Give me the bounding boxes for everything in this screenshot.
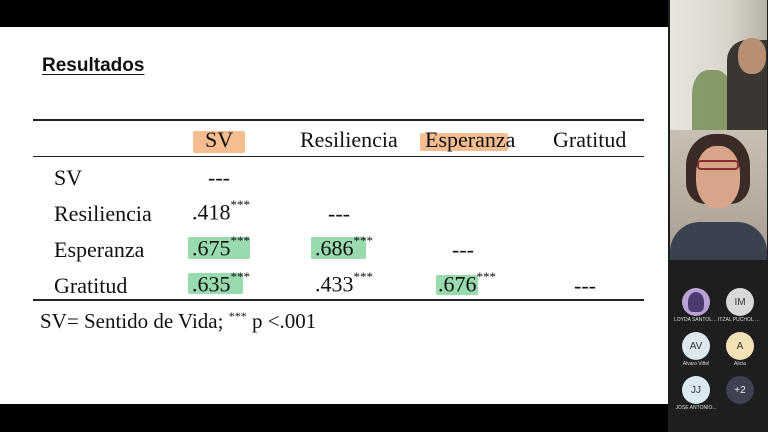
highlight-esperanza-resiliencia bbox=[311, 237, 366, 259]
presentation-slide: Resultados SV Resiliencia Esperanza Grat… bbox=[0, 27, 668, 404]
highlight-esperanza-sv bbox=[188, 237, 250, 259]
person-face bbox=[696, 146, 740, 208]
more-participants-button[interactable]: +2 bbox=[726, 376, 754, 404]
glasses-icon bbox=[697, 160, 739, 170]
table-footnote: SV= Sentido de Vida; *** p <.001 bbox=[40, 309, 317, 333]
table-cell: .635*** bbox=[192, 269, 250, 297]
highlight-gratitud-esperanza bbox=[436, 275, 478, 295]
participant-video-tile[interactable] bbox=[670, 0, 767, 130]
highlight-esperanza-header bbox=[420, 133, 508, 151]
avatar[interactable] bbox=[682, 288, 710, 316]
participant-video-tile[interactable] bbox=[670, 130, 767, 260]
table-cell: .686*** bbox=[315, 233, 373, 261]
column-header-gratitud: Gratitud bbox=[553, 127, 627, 152]
table-cell: .433*** bbox=[315, 269, 373, 297]
avatar[interactable]: AV bbox=[682, 332, 710, 360]
row-label-gratitud: Gratitud bbox=[54, 273, 128, 298]
table-cell: .675*** bbox=[192, 233, 250, 261]
avatar[interactable]: A bbox=[726, 332, 754, 360]
profile-photo bbox=[688, 292, 704, 312]
table-cell: --- bbox=[452, 237, 474, 262]
table-cell: .418*** bbox=[192, 197, 250, 225]
avatar[interactable]: IM bbox=[726, 288, 754, 316]
table-cell: .676*** bbox=[438, 269, 496, 297]
column-header-sv: SV bbox=[205, 127, 234, 152]
column-header-resiliencia: Resiliencia bbox=[300, 127, 398, 152]
row-label-esperanza: Esperanza bbox=[54, 237, 145, 262]
participant-name: LOYDA SANTOLA... bbox=[674, 317, 718, 323]
person-shirt bbox=[670, 222, 767, 260]
participant-name: Alicia bbox=[734, 361, 746, 367]
avatar[interactable]: JJ bbox=[682, 376, 710, 404]
table-bottom-rule bbox=[33, 299, 644, 301]
highlight-gratitud-sv bbox=[188, 273, 243, 294]
row-label-resiliencia: Resiliencia bbox=[54, 201, 152, 226]
table-cell: --- bbox=[328, 201, 350, 226]
column-header-esperanza: Esperanza bbox=[425, 127, 516, 152]
slide-title: Resultados bbox=[42, 55, 145, 76]
participant-name: JOSE ANTONIO... bbox=[675, 405, 717, 411]
participant-name: Alvaro Vittel bbox=[682, 361, 710, 367]
table-cell: --- bbox=[208, 165, 230, 190]
person-head bbox=[738, 38, 766, 74]
table-top-rule bbox=[33, 119, 644, 121]
row-label-sv: SV bbox=[54, 165, 83, 190]
table-header-rule bbox=[33, 156, 644, 157]
highlight-sv-header bbox=[193, 131, 245, 153]
plant-foliage bbox=[692, 70, 732, 130]
table-cell: --- bbox=[574, 273, 596, 298]
participant-name: ITZAL PUCHOL M... bbox=[718, 317, 762, 323]
